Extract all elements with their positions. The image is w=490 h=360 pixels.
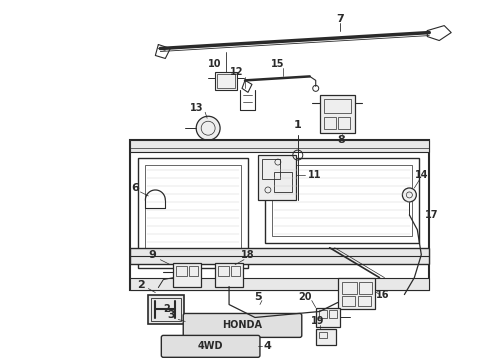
Bar (262, 159, 280, 179)
Text: 20: 20 (298, 292, 312, 302)
Text: 2: 2 (163, 305, 170, 315)
Text: 6: 6 (131, 183, 139, 193)
Text: 3: 3 (168, 310, 175, 320)
Bar (338, 117, 349, 129)
Bar (329, 310, 337, 319)
Bar (176, 266, 187, 276)
Bar (148, 294, 184, 324)
Text: 17: 17 (424, 210, 438, 220)
Bar (319, 95, 355, 133)
Bar (215, 263, 243, 287)
Bar (130, 140, 429, 152)
Text: 14: 14 (415, 170, 428, 180)
Bar (265, 158, 419, 243)
Text: 5: 5 (254, 292, 262, 302)
Bar (258, 155, 296, 200)
Text: 19: 19 (311, 316, 324, 327)
Text: 16: 16 (376, 289, 389, 300)
Bar (130, 248, 429, 264)
Bar (146, 165, 241, 261)
Text: 10: 10 (208, 59, 222, 69)
Circle shape (402, 188, 416, 202)
Text: 13: 13 (190, 103, 203, 113)
Bar (138, 158, 248, 268)
Bar (324, 99, 350, 113)
Text: 1: 1 (294, 120, 302, 130)
FancyBboxPatch shape (183, 314, 302, 337)
Bar (338, 278, 375, 310)
Text: 4WD: 4WD (197, 341, 223, 351)
Bar (342, 282, 357, 293)
Text: 15: 15 (271, 59, 285, 69)
Bar (316, 329, 336, 345)
Bar (215, 72, 237, 90)
Bar (189, 266, 198, 276)
Bar (173, 263, 201, 287)
Text: 7: 7 (336, 14, 343, 24)
Text: 12: 12 (230, 67, 244, 77)
Bar (318, 332, 327, 338)
Circle shape (196, 116, 220, 140)
Bar (359, 282, 371, 293)
Bar (151, 298, 181, 321)
Text: 11: 11 (308, 170, 321, 180)
Text: HONDA: HONDA (222, 320, 262, 330)
Bar (231, 266, 240, 276)
Bar (342, 296, 355, 306)
Bar (272, 165, 413, 236)
Text: 2: 2 (138, 280, 145, 289)
Bar (218, 266, 229, 276)
Bar (358, 296, 370, 306)
Bar (274, 172, 292, 192)
FancyBboxPatch shape (161, 336, 260, 357)
Text: 4: 4 (264, 341, 272, 351)
Bar (316, 307, 340, 328)
Text: 9: 9 (148, 250, 156, 260)
Text: 8: 8 (338, 135, 345, 145)
Bar (130, 278, 429, 289)
Bar (318, 310, 327, 319)
Bar (324, 117, 336, 129)
Text: 18: 18 (241, 250, 255, 260)
Bar (130, 140, 429, 289)
Bar (217, 75, 235, 88)
